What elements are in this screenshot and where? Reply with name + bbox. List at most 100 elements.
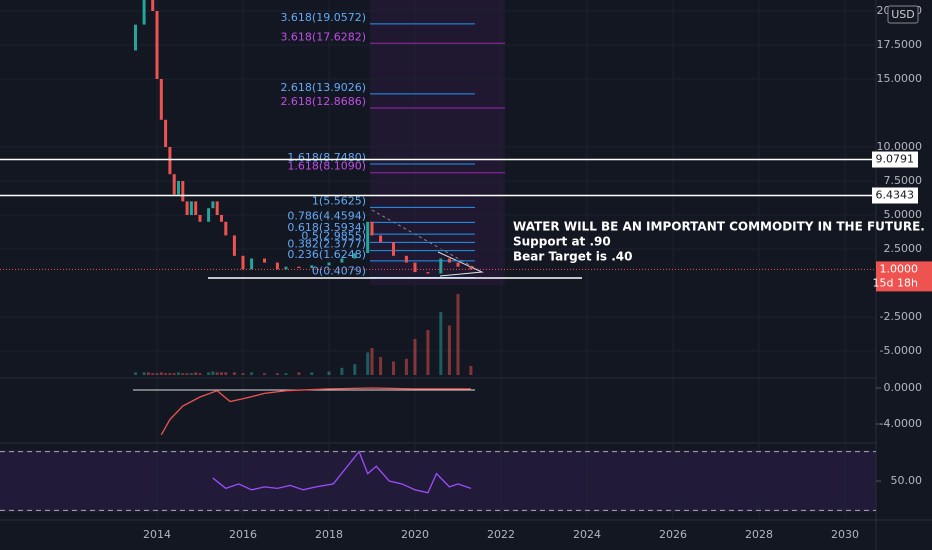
volume-bar [392, 361, 395, 375]
candle [241, 255, 245, 270]
candle [413, 262, 417, 273]
level-badge [872, 187, 918, 204]
fib-label: 0.618(3.5934) [287, 221, 366, 234]
price-tick-label: -2.5000 [880, 310, 922, 323]
currency-badge[interactable] [887, 5, 919, 24]
candle [366, 221, 370, 254]
candle [155, 11, 159, 79]
volume-bar [275, 373, 279, 375]
triangle [437, 251, 484, 277]
candle [172, 174, 176, 195]
volume-bar [404, 358, 408, 375]
candle [456, 262, 460, 267]
volume-bar [155, 373, 159, 375]
fib-label: 2.618(13.9026) [280, 81, 366, 94]
last-price-badge [876, 261, 932, 292]
countdown: 15d 18h [873, 276, 918, 289]
candle [232, 235, 236, 256]
candle [164, 119, 168, 147]
candle [177, 181, 180, 195]
candle [340, 258, 344, 263]
price-tick-label: -5.0000 [880, 344, 922, 357]
price-tick-label: 2.5000 [884, 242, 923, 255]
volume-bar [215, 372, 219, 375]
rsi-band [0, 450, 876, 512]
volume-bar [134, 372, 137, 375]
fib-label: 1.618(8.7480) [287, 151, 366, 164]
fib-label: 0.382(2.3777) [287, 238, 366, 251]
fib-label: 2.618(12.8686) [280, 95, 366, 108]
rsi-tick-label: 50.00 [891, 474, 923, 487]
annotation: Bear Target is .40 [513, 250, 632, 264]
fib-zone [370, 0, 505, 285]
candle [185, 201, 189, 215]
candle [310, 265, 314, 269]
volume-bar [151, 373, 155, 375]
volume-bar [263, 373, 266, 375]
candle [404, 255, 408, 263]
candle [379, 235, 383, 243]
volume-bar [241, 373, 245, 375]
price-tick-label: 5.0000 [884, 208, 923, 221]
time-tick-label: 2026 [659, 528, 687, 541]
candle [469, 266, 473, 270]
candle [275, 262, 279, 270]
volume-bar [220, 372, 223, 375]
time-tick-label: 2020 [401, 528, 429, 541]
volume-bar [177, 372, 180, 375]
volume-bar [189, 373, 193, 375]
price-tick-label: 17.5000 [877, 38, 923, 51]
fib-label: 1(5.5625) [312, 194, 366, 207]
volume-bar [413, 339, 417, 375]
volume-bar [172, 373, 176, 375]
candle [211, 201, 215, 209]
candle [392, 242, 395, 256]
volume-bar [456, 294, 460, 375]
fib-label: 0.786(4.4594) [287, 209, 366, 222]
volume-bar [168, 373, 172, 375]
candle [250, 258, 254, 270]
level-label: 6.4343 [876, 188, 915, 201]
level-label: 9.0791 [876, 153, 915, 166]
volume-bar [181, 373, 185, 375]
candle [220, 215, 223, 222]
time-tick-label: 2028 [745, 528, 773, 541]
volume-bar [194, 372, 198, 375]
candle [327, 262, 331, 266]
candle [134, 24, 137, 51]
candle [284, 266, 288, 270]
candle [370, 221, 374, 236]
indicator-line [160, 387, 471, 436]
last-price-label: 1.0000 [880, 262, 919, 275]
volume-bar [159, 372, 163, 375]
time-tick-label: 2014 [143, 528, 171, 541]
time-tick-label: 2024 [573, 528, 601, 541]
fib-label: 0.5(2.9855) [301, 229, 366, 242]
candle [215, 201, 219, 215]
volume-bar [297, 372, 301, 375]
price-tick-label: 7.5000 [884, 174, 923, 187]
volume-bar [469, 366, 473, 375]
candle [189, 201, 193, 215]
volume-bar [310, 372, 314, 375]
candle [181, 181, 185, 202]
volume-bar [164, 373, 168, 375]
annotation: Support at .90 [513, 235, 611, 249]
time-tick-label: 2018 [315, 528, 343, 541]
volume-bar [340, 367, 344, 375]
time-tick-label: 2016 [229, 528, 257, 541]
indicator-tick-label: 0.0000 [884, 381, 923, 394]
candle [224, 221, 228, 236]
candle [447, 258, 451, 263]
volume-bar [366, 352, 370, 375]
volume-bar [447, 325, 451, 375]
price-tick-label: 15.0000 [877, 72, 923, 85]
time-tick-label: 2022 [487, 528, 515, 541]
volume-bar [426, 330, 430, 375]
volume-bar [370, 348, 374, 375]
candle [151, 0, 155, 11]
fib-label: 1.618(8.1090) [287, 160, 366, 173]
volume-bar [250, 372, 254, 375]
candle [263, 258, 266, 263]
